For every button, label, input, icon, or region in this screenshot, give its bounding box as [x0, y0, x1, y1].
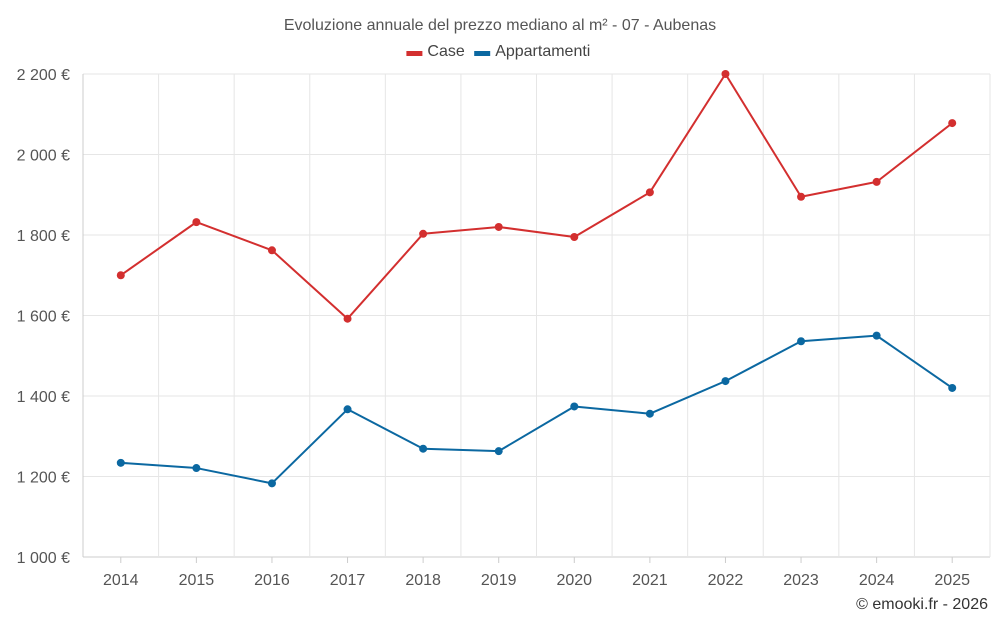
data-point-appartamenti[interactable] — [343, 405, 352, 414]
grid — [82, 73, 991, 558]
data-point-case[interactable] — [645, 188, 654, 197]
legend-label: Appartamenti — [495, 43, 590, 60]
series-case — [116, 70, 957, 323]
legend-swatch — [406, 51, 423, 56]
y-tick-label: 1 400 € — [17, 389, 70, 406]
data-point-appartamenti[interactable] — [419, 444, 428, 453]
series — [116, 70, 957, 488]
data-point-appartamenti[interactable] — [192, 464, 201, 473]
data-point-case[interactable] — [267, 246, 276, 255]
y-tick-label: 1 000 € — [17, 550, 70, 567]
series-line-appartamenti — [120, 334, 953, 485]
data-point-case[interactable] — [570, 233, 579, 242]
x-tick-label: 2020 — [556, 572, 592, 589]
data-point-appartamenti[interactable] — [570, 402, 579, 411]
x-tick-label: 2018 — [405, 572, 441, 589]
x-tick-label: 2025 — [934, 572, 970, 589]
x-tick-label: 2016 — [254, 572, 290, 589]
data-point-appartamenti[interactable] — [116, 458, 125, 467]
data-point-appartamenti[interactable] — [494, 447, 503, 456]
data-point-appartamenti[interactable] — [872, 331, 881, 340]
y-tick-label: 1 200 € — [17, 470, 70, 487]
y-tick-label: 2 200 € — [17, 67, 70, 84]
x-tick-label: 2015 — [179, 572, 215, 589]
x-tick-label: 2023 — [783, 572, 819, 589]
y-axis: 1 000 € 1 200 € 1 400 € 1 600 € 1 800 € 2 000… — [17, 67, 70, 567]
legend-swatch — [474, 51, 491, 56]
data-point-appartamenti[interactable] — [948, 383, 957, 392]
data-point-case[interactable] — [419, 229, 428, 238]
data-point-appartamenti[interactable] — [645, 409, 654, 418]
data-point-case[interactable] — [343, 314, 352, 323]
x-tick-label: 2024 — [859, 572, 895, 589]
legend-item-case[interactable]: Case — [406, 43, 465, 60]
legend-label: Case — [427, 43, 464, 60]
data-point-appartamenti[interactable] — [721, 377, 730, 386]
data-point-case[interactable] — [116, 271, 125, 280]
x-tick-label: 2021 — [632, 572, 668, 589]
data-point-appartamenti[interactable] — [797, 337, 806, 346]
data-point-case[interactable] — [872, 177, 881, 186]
x-tick-label: 2017 — [330, 572, 366, 589]
y-tick-label: 1 600 € — [17, 309, 70, 326]
x-axis: 2014 2015 2016 2017 2018 2019 2020 2021 2022 2023… — [103, 557, 970, 589]
series-appartamenti — [116, 331, 957, 488]
series-line-case — [120, 73, 953, 320]
x-tick-label: 2022 — [708, 572, 744, 589]
data-point-case[interactable] — [797, 192, 806, 201]
data-point-case[interactable] — [721, 70, 730, 78]
data-point-case[interactable] — [948, 119, 957, 128]
legend: Case Appartamenti — [406, 43, 590, 60]
x-tick-label: 2014 — [103, 572, 139, 589]
chart-title: Evoluzione annuale del prezzo mediano al… — [284, 17, 716, 34]
data-point-case[interactable] — [192, 218, 201, 227]
x-tick-label: 2019 — [481, 572, 517, 589]
y-tick-label: 2 000 € — [17, 148, 70, 165]
y-tick-label: 1 800 € — [17, 228, 70, 245]
data-point-case[interactable] — [494, 222, 503, 231]
data-point-appartamenti[interactable] — [267, 479, 276, 488]
copyright-credit: © emooki.fr - 2026 — [856, 596, 988, 613]
legend-item-appartamenti[interactable]: Appartamenti — [474, 43, 590, 60]
